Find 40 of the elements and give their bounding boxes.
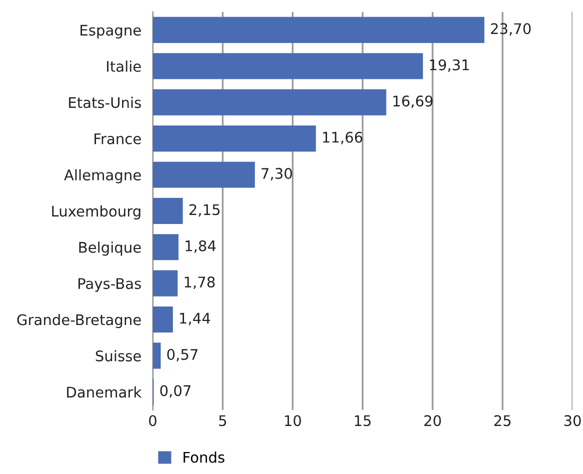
data-label: 1,78 bbox=[184, 276, 215, 290]
y-tick-label: Espagne bbox=[80, 24, 141, 39]
data-label: 16,69 bbox=[393, 96, 433, 108]
bar bbox=[152, 162, 255, 188]
y-tick-label: Allemagne bbox=[64, 169, 141, 184]
bar bbox=[152, 198, 183, 224]
bar bbox=[152, 89, 386, 116]
data-label: 1,84 bbox=[186, 240, 216, 253]
y-tick-label: Belgique bbox=[79, 242, 141, 256]
data-label: 2,15 bbox=[189, 204, 220, 217]
data-label: 0,57 bbox=[167, 348, 198, 362]
bar bbox=[152, 270, 178, 296]
legend-label: Fonds bbox=[184, 452, 224, 463]
bar bbox=[152, 53, 423, 80]
bar bbox=[152, 342, 161, 369]
x-tick-label: 10 bbox=[284, 415, 301, 426]
y-tick-label: Suisse bbox=[96, 350, 141, 362]
y-tick-label: Grande-Bretagne bbox=[17, 314, 141, 328]
y-tick-label: France bbox=[94, 133, 141, 144]
x-tick-label: 5 bbox=[219, 415, 226, 426]
y-tick-label: Etats-Unis bbox=[69, 96, 141, 108]
x-tick-label: 20 bbox=[424, 415, 441, 426]
bar bbox=[152, 306, 173, 333]
y-tick-label: Danemark bbox=[67, 386, 142, 398]
data-label: 7,30 bbox=[262, 168, 292, 180]
data-label: 23,70 bbox=[490, 23, 531, 36]
data-label: 11,66 bbox=[323, 132, 362, 144]
bar bbox=[152, 16, 484, 43]
y-tick-label: Pays-Bas bbox=[78, 278, 141, 292]
x-tick-label: 25 bbox=[494, 415, 511, 426]
y-tick-label: Italie bbox=[107, 60, 141, 72]
bar bbox=[152, 126, 316, 152]
bar bbox=[152, 234, 178, 260]
x-tick-label: 30 bbox=[564, 415, 581, 426]
y-tick-label: Luxembourg bbox=[52, 205, 140, 220]
x-tick-label: 0 bbox=[149, 415, 156, 426]
data-label: 19,31 bbox=[430, 59, 469, 72]
data-label: 1,44 bbox=[180, 312, 210, 326]
x-tick-label: 15 bbox=[354, 415, 371, 426]
data-label: 0,07 bbox=[160, 385, 191, 398]
